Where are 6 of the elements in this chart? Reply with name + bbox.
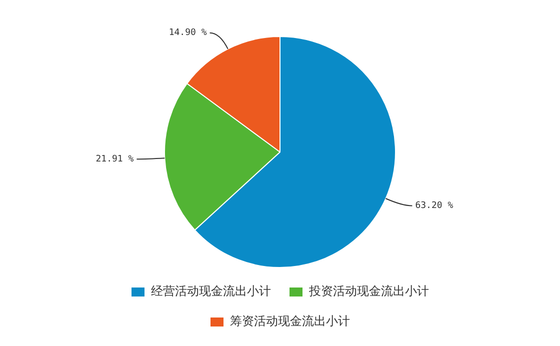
legend-label: 筹资活动现金流出小计 bbox=[230, 314, 350, 328]
legend-label: 经营活动现金流出小计 bbox=[151, 284, 271, 298]
data-label: 21.91 % bbox=[96, 154, 134, 164]
data-label: 63.20 % bbox=[415, 201, 454, 212]
data-label: 14.90 % bbox=[168, 28, 208, 38]
legend-label: 投资活动现金流出小计 bbox=[308, 284, 429, 298]
